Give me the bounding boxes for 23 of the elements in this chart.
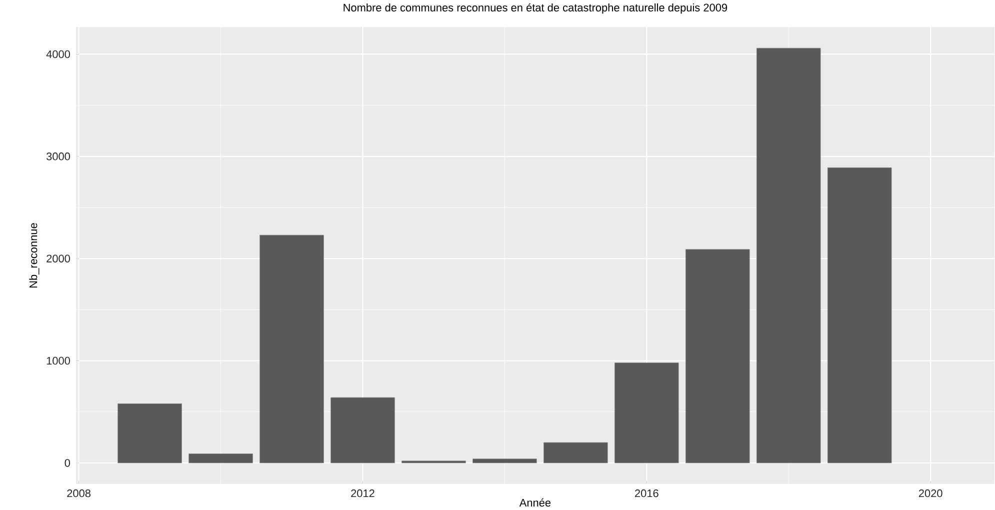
x-tick-label: 2008 bbox=[67, 489, 90, 498]
bar bbox=[330, 397, 395, 464]
bar bbox=[188, 454, 253, 464]
bar bbox=[756, 48, 821, 464]
chart-title: Nombre de communes reconnues en état de catastrophe naturelle depuis 2009 bbox=[344, 3, 728, 14]
bar bbox=[118, 404, 182, 464]
x-axis-title: Année bbox=[519, 498, 551, 507]
y-tick-label: 2000 bbox=[46, 254, 70, 263]
bar bbox=[685, 249, 750, 464]
x-tick-label: 2020 bbox=[918, 489, 942, 498]
x-tick-label: 2012 bbox=[351, 489, 374, 498]
bar bbox=[827, 167, 892, 464]
bar bbox=[260, 234, 324, 464]
bar bbox=[614, 362, 679, 464]
bar bbox=[472, 458, 537, 464]
y-tick-label: 3000 bbox=[46, 152, 70, 160]
y-axis-title: Nb_reconnue bbox=[29, 223, 40, 288]
y-tick-label: 1000 bbox=[46, 356, 70, 365]
bar bbox=[402, 460, 466, 464]
x-tick-label: 2016 bbox=[635, 489, 658, 498]
y-tick-label: 0 bbox=[64, 459, 70, 467]
bar bbox=[544, 442, 608, 464]
y-tick-label: 4000 bbox=[46, 50, 70, 58]
